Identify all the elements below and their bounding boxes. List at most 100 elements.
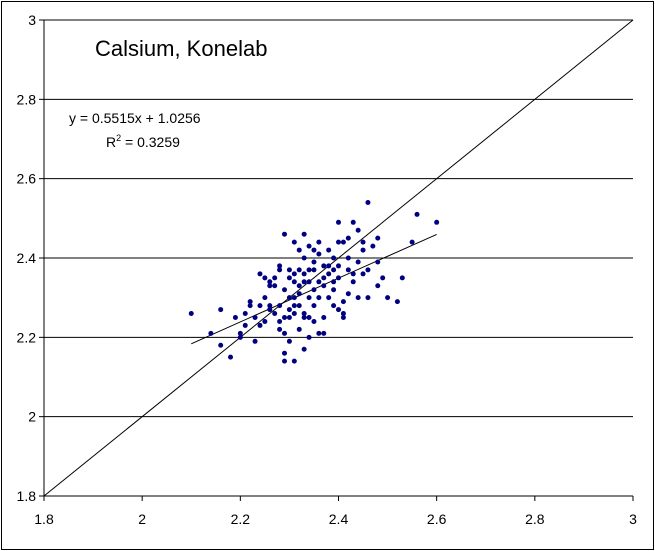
data-point: [311, 303, 317, 309]
data-point: [350, 279, 356, 285]
data-point: [247, 303, 253, 309]
data-point: [291, 295, 297, 301]
data-point: [336, 263, 341, 269]
data-point: [242, 311, 248, 317]
data-point: [208, 330, 214, 336]
data-point: [355, 227, 361, 233]
x-tick-label: 2.8: [525, 511, 545, 527]
data-point: [306, 334, 312, 340]
data-point: [301, 311, 307, 317]
data-point: [350, 271, 356, 277]
data-point: [252, 338, 258, 344]
data-point: [321, 283, 327, 289]
data-point: [291, 239, 297, 245]
data-point: [301, 231, 307, 237]
data-point: [355, 259, 361, 265]
y-tick-label: 2.6: [17, 171, 37, 187]
y-tick-label: 2: [28, 409, 36, 425]
data-point: [355, 295, 361, 301]
x-tick-label: 3: [629, 511, 637, 527]
data-point: [336, 275, 341, 281]
data-point: [262, 295, 268, 301]
data-point: [306, 243, 312, 249]
data-point: [277, 263, 283, 269]
data-point: [247, 299, 253, 305]
data-point: [331, 303, 337, 309]
data-point: [321, 315, 327, 320]
data-point: [409, 239, 415, 245]
data-point: [267, 283, 273, 289]
data-point: [267, 307, 273, 313]
data-point: [242, 322, 248, 328]
data-point: [336, 219, 341, 225]
data-point: [311, 267, 317, 273]
data-point: [286, 267, 292, 273]
data-point: [291, 271, 297, 277]
data-point: [267, 303, 273, 309]
data-point: [257, 322, 263, 328]
data-point: [296, 267, 302, 273]
x-tick-label: 2.4: [329, 511, 349, 527]
data-point: [286, 295, 292, 301]
data-point: [311, 259, 317, 265]
data-point: [321, 263, 327, 269]
data-point: [306, 295, 312, 301]
data-point: [291, 279, 297, 285]
data-point: [282, 231, 288, 237]
data-point: [340, 315, 346, 320]
data-point: [316, 251, 322, 257]
data-point: [218, 342, 224, 348]
data-point: [218, 307, 224, 313]
data-point: [291, 358, 297, 364]
data-point: [301, 271, 307, 277]
x-tick-label: 2.6: [427, 511, 447, 527]
data-point: [286, 315, 292, 320]
x-tick-label: 2.2: [231, 511, 251, 527]
data-point: [345, 235, 351, 241]
data-point: [336, 307, 341, 313]
x-tick-label: 1.8: [34, 511, 54, 527]
data-point: [360, 247, 366, 253]
data-point: [375, 259, 381, 265]
data-point: [296, 247, 302, 253]
data-point: [321, 275, 327, 281]
data-point: [301, 279, 307, 285]
data-point: [286, 275, 292, 281]
data-point: [340, 299, 346, 305]
data-point: [326, 247, 332, 253]
data-point: [345, 267, 351, 273]
data-point: [311, 247, 317, 253]
data-point: [311, 287, 317, 293]
data-point: [228, 354, 234, 360]
data-point: [282, 315, 288, 320]
data-point: [434, 219, 440, 225]
data-point: [394, 299, 400, 305]
data-point: [262, 318, 268, 324]
data-point: [385, 295, 391, 301]
data-point: [301, 346, 307, 352]
identity-line: [43, 19, 634, 497]
data-point: [360, 239, 366, 245]
data-point: [301, 315, 307, 320]
data-point: [237, 330, 243, 336]
data-point: [331, 287, 337, 293]
data-point: [316, 330, 322, 336]
data-point: [237, 334, 243, 340]
data-point: [286, 338, 292, 344]
data-points: [188, 199, 440, 364]
data-point: [380, 275, 386, 281]
data-point: [257, 271, 263, 277]
trendline-equation: y = 0.5515x + 1.0256: [69, 110, 201, 126]
data-point: [296, 291, 302, 297]
data-point: [257, 303, 263, 309]
data-point: [316, 239, 322, 245]
data-point: [375, 283, 381, 289]
data-point: [316, 279, 322, 285]
data-point: [414, 211, 420, 217]
data-point: [272, 311, 278, 317]
data-point: [311, 318, 317, 324]
data-point: [340, 239, 346, 245]
data-point: [306, 315, 312, 320]
data-point: [296, 303, 302, 309]
data-point: [326, 271, 332, 277]
